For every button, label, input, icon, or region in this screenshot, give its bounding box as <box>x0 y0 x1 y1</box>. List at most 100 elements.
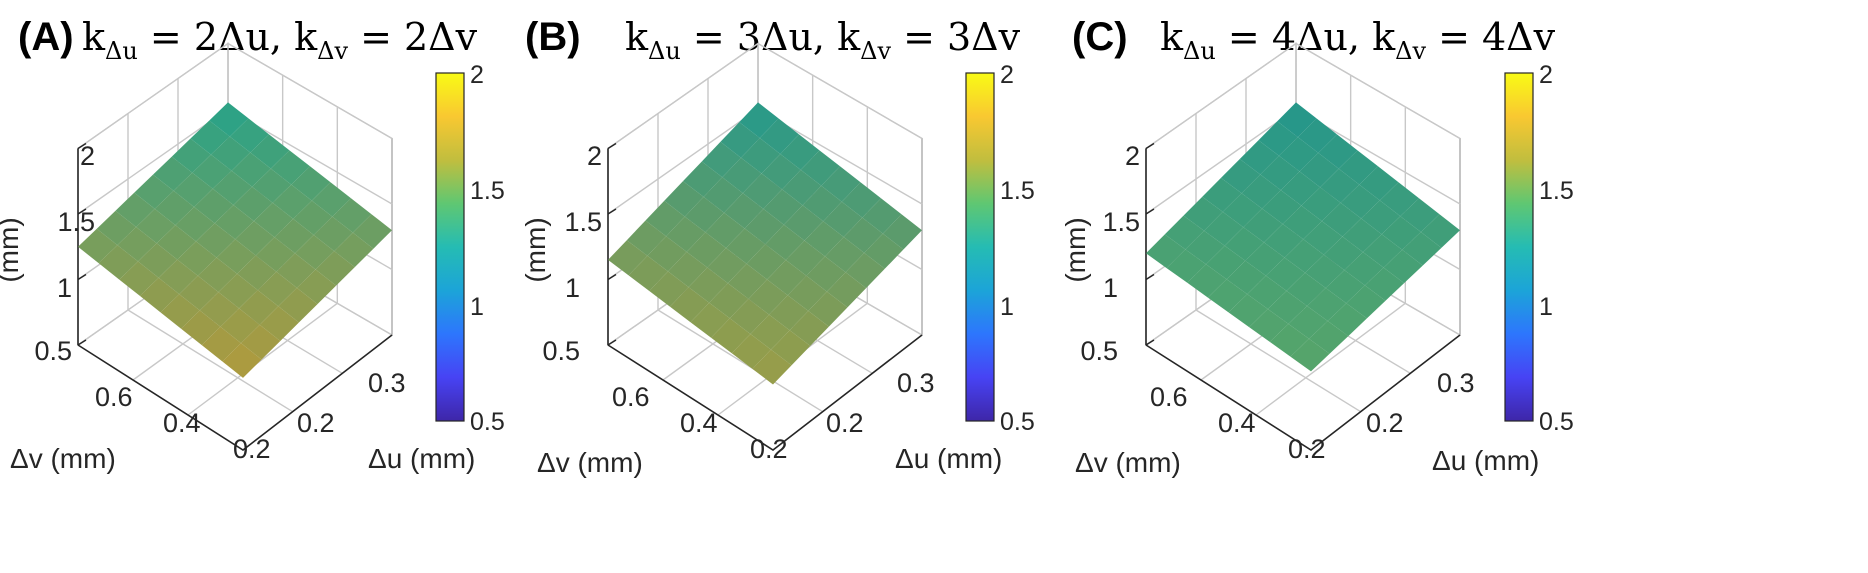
surface-patch <box>1222 193 1263 228</box>
colorbar-tick-label: 2 <box>1539 61 1553 89</box>
surface-patch <box>332 198 372 233</box>
surface-patch <box>1361 200 1401 235</box>
surface-patch <box>158 259 198 295</box>
surface-patch <box>237 255 277 291</box>
surface-patch <box>218 273 258 309</box>
surface-patch <box>272 184 312 219</box>
colorbar: 2 1.5 1 0.5 <box>1504 61 1574 436</box>
surface-patch <box>270 150 310 185</box>
surface-patch <box>276 253 316 288</box>
surface-patch <box>220 308 260 344</box>
surface-patch <box>645 200 685 237</box>
colorbar-tick-label: 1.5 <box>1539 177 1574 205</box>
surface-patch <box>192 154 232 189</box>
z-tick-label: 2 <box>1125 141 1140 171</box>
surface-layer <box>78 102 392 378</box>
surface-patch <box>1146 234 1186 269</box>
z-tick-label: 1.5 <box>57 207 95 237</box>
surface-patch <box>253 202 294 238</box>
surface-patch <box>1297 118 1337 153</box>
y-tick-label: 0.4 <box>1218 408 1256 438</box>
surface-patch <box>1400 198 1440 232</box>
surface-patch <box>173 172 213 207</box>
surface-patch <box>1340 184 1380 219</box>
panel-label: (C) <box>1072 15 1128 59</box>
y-tick-label: 0.6 <box>1150 382 1188 412</box>
surface-patch <box>882 214 922 250</box>
surface-patch <box>1303 221 1343 255</box>
surface-patch <box>181 310 221 346</box>
surface-patch <box>257 271 297 307</box>
surface-patch <box>729 298 770 334</box>
surface-patch <box>666 216 706 252</box>
surface-patch <box>117 227 157 262</box>
surface-patch <box>752 349 792 385</box>
surface-patch <box>804 221 844 257</box>
z-tick-mark <box>607 273 617 281</box>
surface-patch <box>214 205 254 240</box>
surface-patch <box>134 174 174 209</box>
x-axis-label: Δu (mm) <box>895 443 1002 474</box>
surface-patch <box>171 138 211 173</box>
surface-patch <box>628 255 668 291</box>
surface-patch <box>1245 242 1285 276</box>
x-tick-label: 0.2 <box>1366 408 1404 438</box>
surface-patch <box>1320 168 1360 203</box>
surface-patch <box>825 237 865 273</box>
chart-title: kΔu = 4Δu, kΔv = 4Δv <box>1160 15 1556 65</box>
surface-patch <box>722 157 762 194</box>
colorbar-tick-label: 1.5 <box>1000 177 1035 205</box>
surface-patch <box>802 185 842 222</box>
surface-patch <box>1224 227 1264 261</box>
surface-layer <box>608 102 922 385</box>
surface-patch <box>789 310 829 346</box>
floor-grid-line <box>1255 302 1406 416</box>
surface-patch <box>767 260 807 296</box>
surface-patch <box>669 287 710 323</box>
surface-patch <box>761 154 801 190</box>
surface-patch <box>668 251 708 288</box>
surface-patch <box>291 166 331 201</box>
surface-patch <box>199 292 240 327</box>
surface-patch <box>293 200 333 235</box>
surface-patch <box>742 173 783 209</box>
surface-patch <box>274 218 314 254</box>
surface-patch <box>711 318 751 354</box>
surface-patch <box>800 150 840 186</box>
surface-patch <box>1381 216 1421 250</box>
surface-patch <box>845 252 885 289</box>
x-tick-label: 0.2 <box>826 408 864 438</box>
surface-patch <box>785 240 825 276</box>
surface-patch <box>175 207 215 242</box>
panel-c: (C) kΔu = 4Δu, kΔv = 4Δv 2 1.5 1 0.5 (mm… <box>1060 15 1574 478</box>
z-tick-label: 0.5 <box>1080 336 1118 366</box>
colorbar-tick-label: 1 <box>1539 293 1553 321</box>
surface-patch <box>608 240 648 276</box>
surface-patch <box>334 232 374 268</box>
x-axis-label: Δu (mm) <box>368 443 475 474</box>
surface-patch <box>212 170 253 205</box>
surface-patch <box>705 212 745 248</box>
colorbar: 2 1.5 1 0.5 <box>435 61 505 436</box>
surface-patch <box>1323 236 1363 271</box>
floor-front-edge <box>77 334 393 451</box>
surface-patch <box>744 208 784 245</box>
surface-patch <box>1286 272 1326 306</box>
surface-patch <box>647 236 687 272</box>
surface-patch <box>864 233 904 269</box>
surface-patch <box>235 221 275 256</box>
y-axis-label: Δv (mm) <box>537 447 643 478</box>
panel-a: (A) kΔu = 2Δu, kΔv = 2Δv 2 1.5 1 0.5 (mm… <box>0 15 505 474</box>
surface-patch <box>1301 187 1341 222</box>
surface-patch <box>78 228 118 264</box>
surface-patch <box>1247 275 1287 309</box>
chart-title: kΔu = 2Δu, kΔv = 2Δv <box>82 15 478 65</box>
z-tick-mark <box>1145 273 1155 281</box>
surface-patch <box>1383 249 1423 284</box>
colorbar-tick-label: 1.5 <box>470 177 505 205</box>
z-tick-mark <box>1145 208 1155 215</box>
floor-front-edge <box>607 334 923 451</box>
surface-patch <box>720 122 760 158</box>
surface-patch <box>1327 303 1367 337</box>
surface-patch <box>160 294 200 329</box>
